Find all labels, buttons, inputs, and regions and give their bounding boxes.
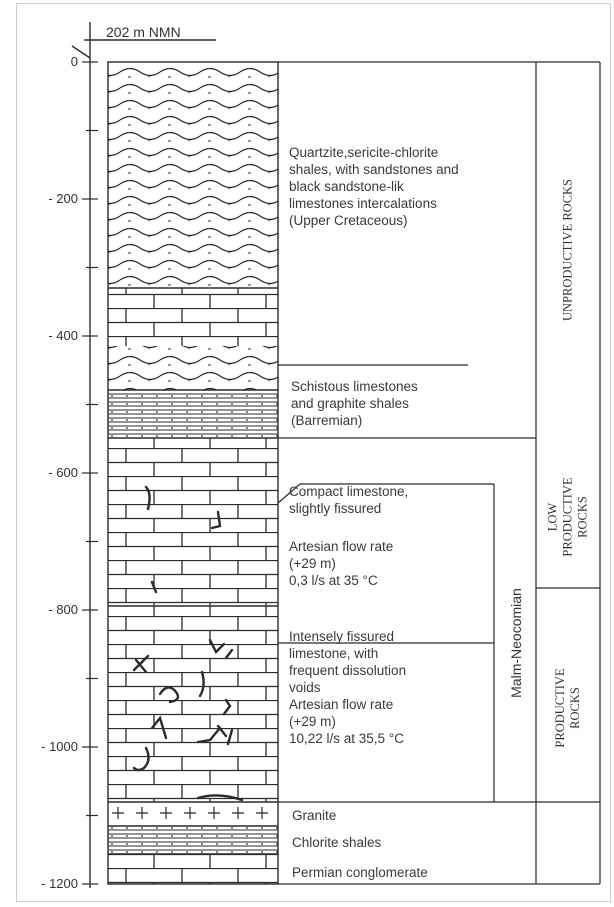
unit-label-fissured: Intensely fissured limestone, with frequ…	[289, 629, 407, 695]
zone-productive: PRODUCTIVE ROCKS	[553, 668, 582, 748]
unit-label-chlorite: Chlorite shales	[292, 835, 382, 850]
depth-tick-label: - 200	[48, 191, 78, 206]
zone-unproductive: UNPRODUCTIVE ROCKS	[560, 178, 575, 322]
fissure-marks	[132, 485, 244, 802]
unit-fissured-pattern	[108, 606, 278, 802]
unit-label-schistous: Schistous limestones and graphite shales…	[291, 379, 418, 428]
unit-flow-fissured: Artesian flow rate (+29 m) 10,22 l/s at …	[289, 697, 404, 746]
unit-label-quartzite: Quartzite,sericite-chlorite shales, with…	[289, 145, 459, 228]
depth-tick-label: - 800	[48, 602, 78, 617]
datum-marker	[71, 22, 216, 60]
formation-label: Malm-Neocomian	[508, 588, 524, 698]
unit-permian-pattern	[108, 854, 278, 884]
depth-tick-label: - 1000	[41, 739, 78, 754]
unit-label-granite: Granite	[292, 808, 337, 823]
unit-flow-compact: Artesian flow rate (+29 m) 0,3 l/s at 35…	[289, 539, 394, 588]
zone-low-productive: LOW PRODUCTIVE ROCKS	[545, 477, 590, 557]
datum-elevation: 202 m NMN	[106, 24, 181, 40]
depth-tick-label: - 1200	[41, 876, 78, 891]
unit-compact-pattern	[108, 438, 278, 606]
depth-tick-label: 0	[70, 54, 78, 69]
granite-crosses	[112, 807, 268, 819]
depth-tick-label: - 600	[48, 465, 78, 480]
unit-schistous-pattern	[108, 390, 278, 438]
depth-tick-label: - 400	[48, 328, 78, 343]
unit-quartzite-pattern	[108, 62, 278, 288]
unit-label-compact: Compact limestone, slightly fissured	[289, 484, 409, 516]
unit-label-permian: Permian conglomerate	[292, 865, 428, 880]
unit-chlorite-pattern	[108, 826, 278, 854]
